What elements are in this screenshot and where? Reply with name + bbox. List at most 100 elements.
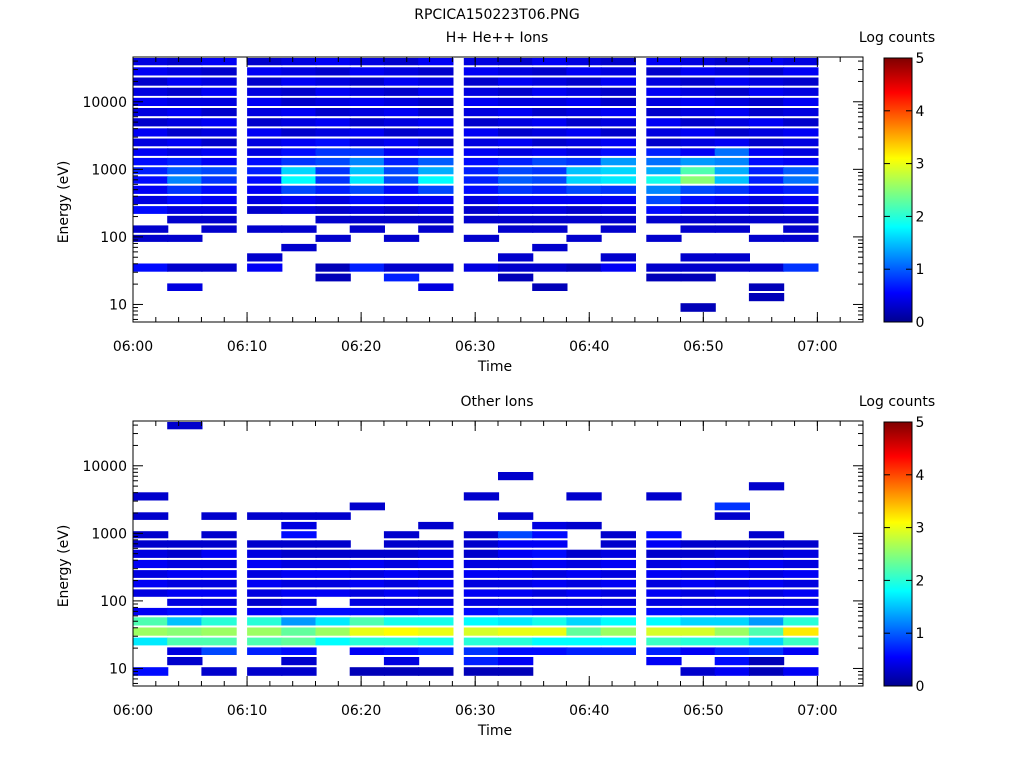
heatmap-cell: [498, 589, 534, 597]
heatmap-cell: [463, 657, 500, 666]
heatmap-cell: [783, 67, 819, 76]
heatmap-cell: [418, 206, 454, 214]
heatmap-cell: [748, 128, 785, 137]
heatmap-cell: [167, 617, 203, 626]
heatmap-cell: [498, 657, 534, 666]
heatmap-cell: [646, 118, 682, 127]
heatmap-cell: [783, 87, 819, 96]
heatmap-cell: [463, 531, 500, 539]
heatmap-cell: [247, 138, 283, 147]
heatmap-cell: [281, 118, 317, 127]
heatmap-cell: [383, 138, 420, 147]
heatmap-cell: [498, 108, 534, 117]
heatmap-cell: [418, 67, 454, 76]
heatmap-cell: [498, 647, 534, 655]
heatmap-cell: [315, 58, 351, 66]
heatmap-cell: [566, 195, 602, 205]
heatmap-cell: [167, 234, 203, 242]
heatmap-cell: [418, 607, 454, 616]
heatmap-cell: [281, 598, 317, 606]
heatmap-cell: [133, 77, 169, 86]
heatmap-cell: [748, 598, 785, 606]
heatmap-cell: [201, 67, 237, 76]
heatmap-cell: [201, 87, 237, 96]
heatmap-cell: [748, 667, 785, 676]
heatmap-cell: [418, 549, 454, 558]
heatmap-cell: [133, 225, 169, 233]
heatmap-cell: [498, 617, 534, 626]
heatmap-cell: [383, 185, 420, 194]
heatmap-cell: [783, 667, 819, 676]
heatmap-cell: [281, 540, 317, 548]
heatmap-cell: [783, 579, 819, 588]
heatmap-cell: [646, 579, 682, 588]
heatmap-cell: [349, 549, 385, 558]
heatmap-cell: [748, 549, 785, 558]
heatmap-cell: [383, 531, 420, 539]
heatmap-cell: [349, 58, 385, 66]
heatmap-cell: [247, 253, 283, 262]
heatmap-cell: [315, 627, 351, 636]
heatmap-cell: [498, 472, 534, 481]
heatmap-cell: [418, 118, 454, 127]
heatmap-cell: [646, 128, 682, 137]
heatmap-cell: [783, 617, 819, 626]
heatmap-cell: [167, 157, 203, 166]
heatmap-cell: [247, 598, 283, 606]
heatmap-cell: [418, 521, 454, 530]
heatmap-cell: [498, 58, 534, 66]
colorbar-gradient: [884, 422, 912, 686]
heatmap-cell: [498, 176, 534, 184]
colorbar-tick-label: 3: [916, 157, 925, 173]
heatmap-cell: [247, 559, 283, 569]
heatmap-cell: [646, 176, 682, 184]
heatmap-cell: [349, 589, 385, 597]
colorbar-tick-label: 0: [916, 315, 925, 331]
heatmap-cell: [167, 128, 203, 137]
heatmap-cell: [247, 512, 283, 520]
heatmap-cell: [463, 138, 500, 147]
heatmap-cell: [646, 549, 682, 558]
heatmap-cell: [247, 77, 283, 86]
heatmap-cell: [315, 87, 351, 96]
heatmap-cell: [315, 263, 351, 272]
heatmap-cell: [714, 540, 750, 548]
heatmap-cell: [532, 108, 568, 117]
heatmap-cell: [201, 540, 237, 548]
heatmap-cell: [418, 225, 454, 233]
heatmap-cell: [281, 627, 317, 636]
heatmap-cell: [748, 559, 785, 569]
heatmap-cell: [680, 77, 716, 86]
heatmap-cell: [201, 647, 237, 655]
heatmap-cell: [714, 185, 750, 194]
heatmap-cell: [201, 185, 237, 194]
heatmap-cell: [247, 157, 283, 166]
heatmap-cell: [714, 598, 750, 606]
heatmap-cell: [133, 185, 169, 194]
heatmap-cell: [600, 627, 636, 636]
heatmap-cell: [566, 118, 602, 127]
heatmap-cell: [748, 215, 785, 224]
heatmap-cell: [600, 206, 636, 214]
heatmap-cell: [167, 176, 203, 184]
heatmap-cell: [498, 167, 534, 175]
heatmap-cell: [646, 185, 682, 194]
heatmap-cell: [566, 263, 602, 272]
heatmap-cell: [566, 234, 602, 242]
heatmap-cell: [383, 570, 420, 578]
y-axis-label: Energy (eV): [56, 161, 72, 244]
heatmap-cell: [247, 549, 283, 558]
x-ticks: 06:00 06:10 06:20 06:30 06:40 06:50 07:00: [113, 57, 864, 355]
heatmap-cell: [714, 502, 750, 511]
heatmap-cell: [418, 283, 454, 291]
heatmap-cell: [646, 617, 682, 626]
heatmap-cell: [680, 627, 716, 636]
heatmap-cell: [646, 97, 682, 106]
heatmap-cell: [133, 206, 169, 214]
heatmap-cell: [600, 195, 636, 205]
heatmap-cell: [600, 637, 636, 646]
heatmap-cell: [566, 607, 602, 616]
heatmap-cell: [783, 176, 819, 184]
heatmap-cell: [281, 657, 317, 666]
heatmap-cell: [167, 87, 203, 96]
